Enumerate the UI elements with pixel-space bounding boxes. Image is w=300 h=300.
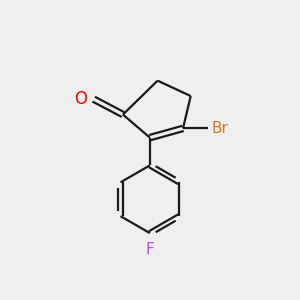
Text: Br: Br [212, 121, 228, 136]
Text: O: O [74, 90, 88, 108]
Text: F: F [146, 242, 154, 257]
